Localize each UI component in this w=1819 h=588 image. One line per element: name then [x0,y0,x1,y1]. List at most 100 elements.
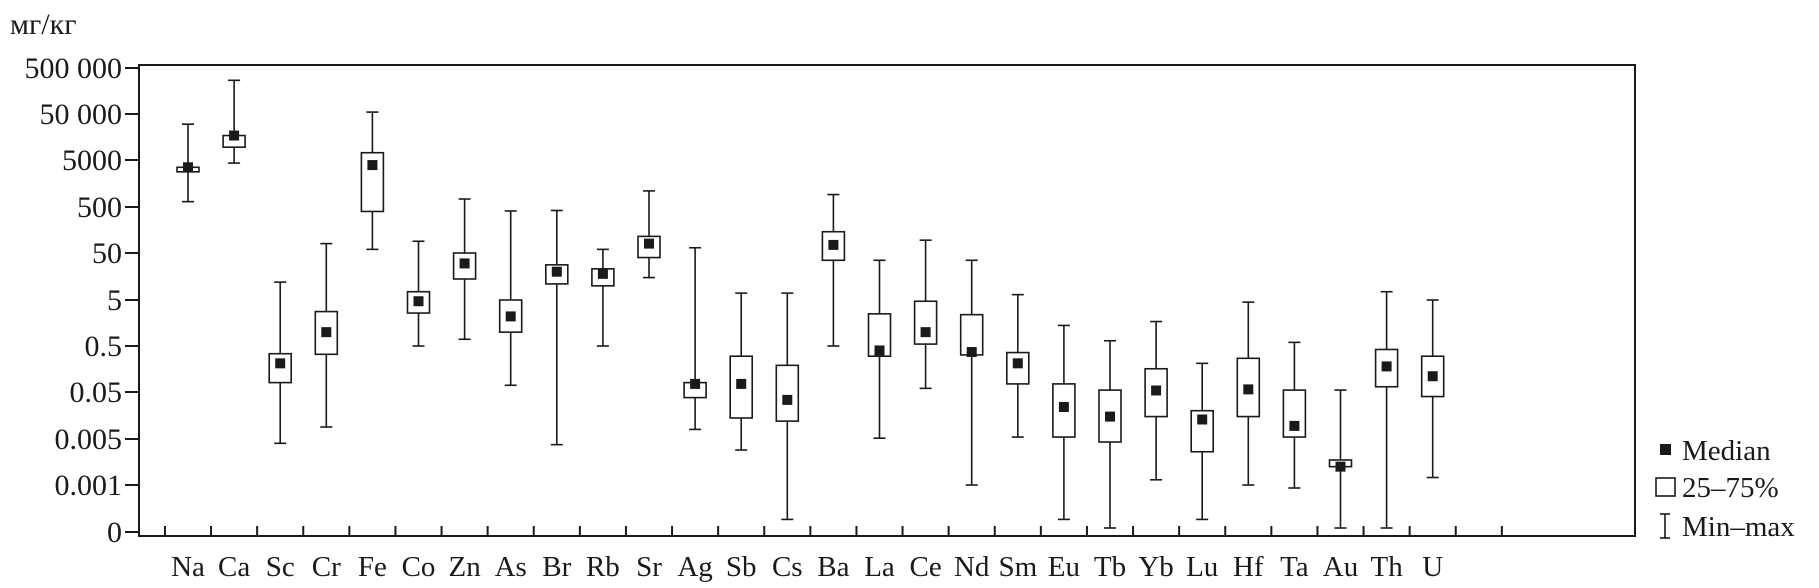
legend-label: Min–max [1682,511,1795,543]
median-marker [183,162,193,173]
x-tick-label: Nd [954,551,990,583]
median-marker [551,266,562,277]
box-group-hf [1236,301,1261,486]
box-group-cs [775,292,800,521]
median-marker [644,238,654,249]
legend-item-whisker: Min–max [1660,511,1795,543]
box-group-rb [591,248,615,347]
median-marker [1012,358,1023,369]
y-tick-label: 0.5 [85,330,123,363]
legend-box-symbol [1655,477,1676,497]
y-tick-label: 500 000 [25,52,123,85]
x-tick-label: Cr [312,551,341,583]
median-marker [1105,411,1115,422]
y-tick-label: 50 [92,237,122,270]
box-group-zn [452,198,477,341]
y-axis: 500 000 50 000 5000 500 50 5 0.5 0.05 0.005 0.001… [25,52,139,549]
median-marker [1335,461,1346,472]
box-group-au [1328,389,1353,529]
median-marker [966,347,977,358]
x-tick-label: Ta [1280,551,1309,583]
plot-frame [138,64,1636,537]
x-tick-label: Ce [909,551,941,583]
x-tick-label: Au [1323,551,1358,583]
x-tick-label: Sm [998,551,1037,583]
y-tick-label: 0.05 [70,376,123,409]
box-group-ag [683,246,707,431]
x-tick-label: Ca [218,551,250,583]
x-tick-label: Eu [1048,551,1080,583]
median-marker [597,268,608,279]
median-marker [736,378,747,389]
box-group-lu [1190,362,1214,521]
box-group-ce [913,239,938,390]
x-tick-label: Fe [358,551,387,583]
legend-item-square-filled: Median [1660,435,1771,467]
box-group-sm [1005,293,1030,438]
box-iqr [867,313,892,358]
median-marker [920,327,931,338]
y-tick-label: 5 [107,284,122,317]
box-group-u [1420,299,1445,479]
median-marker [459,258,470,269]
x-tick-label: Sb [726,551,757,583]
box-series [176,79,1445,529]
x-tick-label: Th [1370,551,1403,583]
median-marker [828,239,839,250]
legend-label: 25–75% [1682,472,1779,504]
legend-median-symbol [1660,444,1671,455]
x-tick-label: Rb [586,551,620,583]
box-group-th [1374,290,1399,529]
legend: Median 25–75% Min–max [1655,435,1795,543]
box-group-eu [1052,324,1076,521]
box-group-as [498,210,523,387]
box-group-tb [1098,339,1122,529]
box-group-ba [821,193,846,347]
median-marker [229,130,240,141]
median-marker [690,378,701,389]
median-marker [1151,385,1162,396]
median-marker [1427,371,1438,382]
x-tick-label: Hf [1233,551,1264,583]
x-tick-label: Br [542,551,571,583]
box-group-cr [314,242,339,428]
y-tick-label: 0 [107,516,122,549]
median-marker [1289,420,1300,431]
legend-label: Median [1682,435,1771,467]
x-tick-label: Ag [677,551,712,583]
x-axis: Na Ca Sc Cr Fe Co Zn As Br Rb Sr Ag Sb Cs Ba La Ce Nd Sm Eu… [163,526,1503,583]
box-group-sb [729,292,754,451]
box-group-sr [637,190,661,279]
box-group-sc [268,281,293,445]
box-group-yb [1144,320,1168,481]
box-group-nd [959,259,984,486]
box-group-ta [1282,341,1307,489]
box-iqr [775,364,800,422]
median-marker [505,311,516,322]
median-marker [367,160,378,171]
x-tick-label: Zn [448,551,481,583]
x-tick-label: Yb [1138,551,1173,583]
box-group-fe [360,111,385,251]
median-marker [1197,414,1208,425]
box-group-ca [222,79,246,164]
box-group-na [176,123,200,203]
x-tick-label: La [864,551,895,583]
median-marker [1243,384,1254,395]
box-iqr [1282,389,1307,438]
y-tick-label: 0.001 [55,469,123,502]
y-unit-label: мг/кг [10,8,77,41]
box-group-la [867,259,892,439]
x-tick-label: Sc [266,551,295,583]
x-tick-label: As [495,551,527,583]
x-tick-label: Sr [636,551,662,583]
x-tick-label: Tb [1094,551,1126,583]
box-iqr [360,151,385,213]
median-marker [782,394,793,405]
y-tick-label: 50 000 [40,98,123,131]
box-group-co [406,240,431,347]
box-group-br [544,209,569,446]
median-marker [413,296,424,307]
x-tick-label: Lu [1186,551,1218,583]
